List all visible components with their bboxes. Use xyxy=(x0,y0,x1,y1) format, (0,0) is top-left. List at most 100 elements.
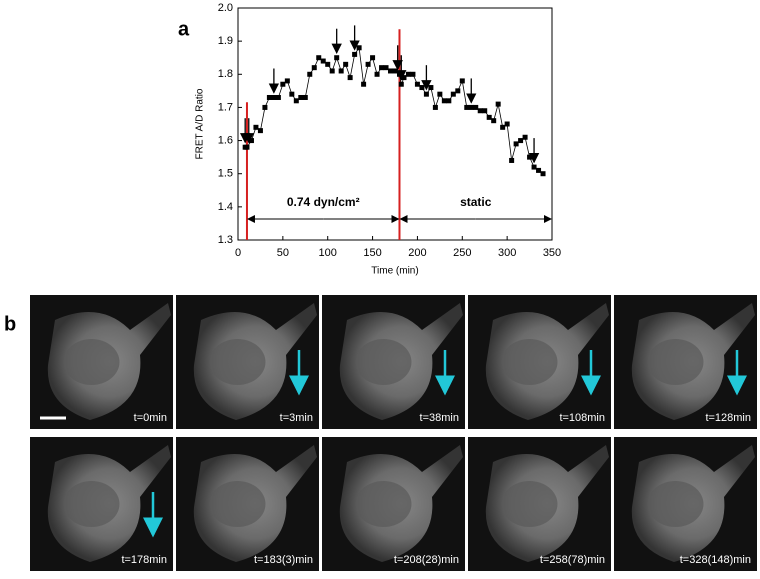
x-tick-label: 100 xyxy=(319,247,337,259)
data-point xyxy=(289,91,295,97)
data-point xyxy=(280,81,286,87)
data-point xyxy=(356,45,362,51)
data-point xyxy=(432,104,438,110)
data-point xyxy=(410,71,416,77)
data-point xyxy=(464,104,470,110)
data-point xyxy=(262,104,268,110)
data-point xyxy=(509,157,515,163)
data-point xyxy=(320,58,326,64)
data-point xyxy=(423,91,429,97)
data-point xyxy=(419,85,425,91)
data-point xyxy=(495,101,501,107)
data-point xyxy=(405,71,411,77)
nucleus xyxy=(63,339,120,385)
y-tick-label: 1.6 xyxy=(218,134,233,146)
y-tick-label: 1.8 xyxy=(218,68,233,80)
time-label: t=3min xyxy=(280,412,313,424)
time-label: t=183(3)min xyxy=(254,554,313,566)
data-point xyxy=(329,68,335,74)
data-point xyxy=(248,138,254,144)
data-point xyxy=(522,134,528,140)
data-point xyxy=(392,68,398,74)
y-axis-title: FRET A/D Ratio xyxy=(195,88,206,159)
data-point xyxy=(455,88,461,94)
data-point xyxy=(388,68,394,74)
data-point xyxy=(450,91,456,97)
panel-label: b xyxy=(4,313,16,335)
nucleus xyxy=(501,339,558,385)
data-point xyxy=(361,81,367,87)
data-point xyxy=(365,61,371,67)
data-point xyxy=(316,55,322,61)
data-point xyxy=(540,171,546,177)
annotation: 0.74 dyn/cm² xyxy=(287,195,360,209)
data-point xyxy=(513,141,519,147)
time-label: t=208(28)min xyxy=(394,554,459,566)
data-point xyxy=(352,51,358,57)
x-tick-label: 350 xyxy=(543,247,561,259)
data-point xyxy=(518,138,524,144)
data-point xyxy=(477,108,483,114)
data-point xyxy=(293,98,299,104)
data-point xyxy=(370,55,376,61)
data-line xyxy=(245,46,544,175)
plot-frame xyxy=(237,7,553,241)
data-point xyxy=(482,108,488,114)
data-point xyxy=(379,65,385,71)
data-point xyxy=(491,118,497,124)
nucleus xyxy=(209,481,266,527)
nucleus xyxy=(647,481,704,527)
x-tick-label: 300 xyxy=(498,247,516,259)
time-label: t=258(78)min xyxy=(540,554,605,566)
data-point xyxy=(284,78,290,84)
panel-label: a xyxy=(178,18,190,40)
data-point xyxy=(459,78,465,84)
x-tick-label: 0 xyxy=(235,247,241,259)
time-label: t=38min xyxy=(420,412,459,424)
data-point xyxy=(271,94,277,100)
nucleus xyxy=(647,339,704,385)
data-point xyxy=(428,85,434,91)
time-label: t=128min xyxy=(705,412,751,424)
data-point xyxy=(302,94,308,100)
time-label: t=0min xyxy=(134,412,167,424)
annotation: static xyxy=(460,195,492,209)
y-tick-label: 1.9 xyxy=(218,35,233,47)
nucleus xyxy=(501,481,558,527)
x-tick-label: 150 xyxy=(363,247,381,259)
data-point xyxy=(253,124,259,130)
data-point xyxy=(275,94,281,100)
x-tick-label: 200 xyxy=(408,247,426,259)
data-point xyxy=(347,75,353,81)
data-point xyxy=(266,94,272,100)
data-point xyxy=(334,55,340,61)
nucleus xyxy=(63,481,120,527)
data-point xyxy=(257,128,263,134)
chart: 1.3 1.4 1.5 1.6 1.7 1.8 1.9 2.0 0 50 100 150 200 250 3… xyxy=(195,2,562,277)
data-point xyxy=(343,61,349,67)
data-point xyxy=(446,98,452,104)
data-point xyxy=(414,81,420,87)
data-point xyxy=(244,144,250,150)
data-point xyxy=(325,61,331,67)
time-label: t=328(148)min xyxy=(680,554,751,566)
data-point xyxy=(500,124,506,130)
data-point xyxy=(486,114,492,120)
nucleus xyxy=(209,339,266,385)
data-point xyxy=(401,75,407,81)
nucleus xyxy=(355,481,412,527)
y-tick-label: 1.4 xyxy=(218,201,233,213)
data-point xyxy=(468,104,474,110)
data-point xyxy=(311,65,317,71)
data-point xyxy=(307,71,313,77)
data-point xyxy=(338,68,344,74)
y-tick-label: 1.5 xyxy=(218,168,233,180)
y-tick-label: 1.7 xyxy=(218,101,233,113)
data-point xyxy=(437,91,443,97)
data-point xyxy=(531,164,537,170)
data-point xyxy=(473,104,479,110)
data-point xyxy=(441,98,447,104)
y-tick-label: 2.0 xyxy=(218,2,233,14)
time-label: t=178min xyxy=(121,554,167,566)
